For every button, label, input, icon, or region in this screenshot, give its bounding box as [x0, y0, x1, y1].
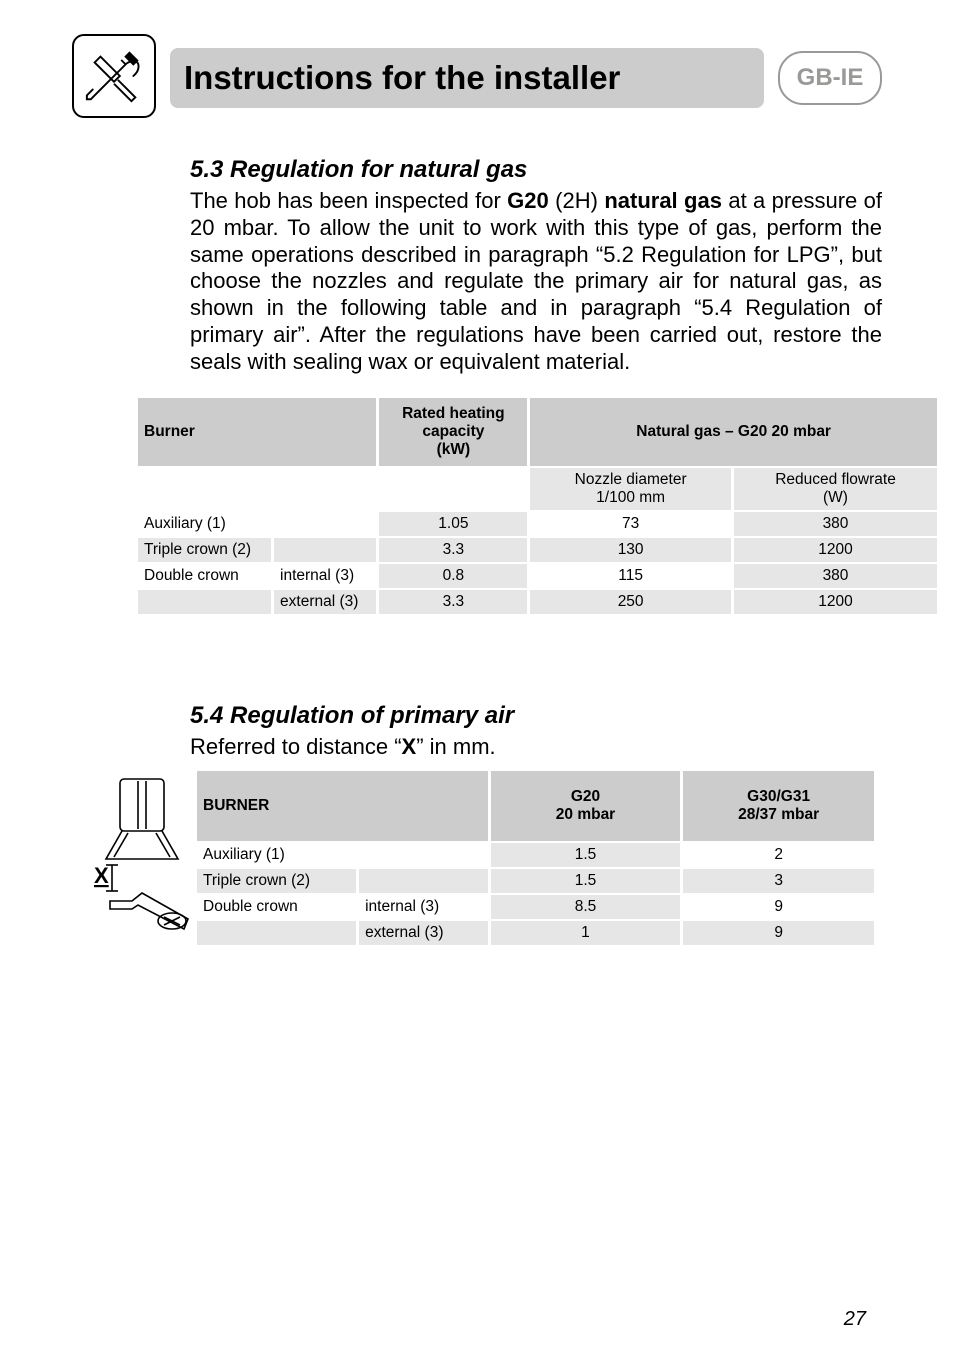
wrench-screwdriver-icon	[83, 45, 145, 107]
td2-dc-int: internal (3)	[358, 894, 490, 920]
header-row: Instructions for the installer GB-IE	[72, 38, 882, 118]
th2-burner: BURNER	[197, 771, 489, 842]
th-burner: Burner	[138, 398, 378, 467]
td-dc-ext-noz: 250	[529, 589, 733, 615]
td2-aux-sub	[358, 842, 490, 868]
td2-dc-ext: external (3)	[358, 920, 490, 946]
td2-tc-g20: 1.5	[489, 868, 682, 894]
td2-dc-int-g30: 9	[682, 894, 876, 920]
th-rated: Rated heating capacity (kW)	[378, 398, 529, 467]
section-5-3-para: The hob has been inspected for G20 (2H) …	[190, 188, 882, 376]
td-tc-burner: Triple crown (2)	[138, 537, 273, 563]
svg-text:X: X	[94, 863, 109, 888]
td2-dc-blank	[197, 920, 358, 946]
td-aux-sub	[273, 511, 378, 537]
burner-diagram-icon: X	[92, 773, 197, 937]
td-tc-flow: 1200	[733, 537, 939, 563]
td2-dc-ext-g30: 9	[682, 920, 876, 946]
td2-dc-int-g20: 8.5	[489, 894, 682, 920]
th-flow: Reduced flowrate (W)	[733, 467, 939, 511]
th-natgas: Natural gas – G20 20 mbar	[529, 398, 939, 467]
td-dc-int-kw: 0.8	[378, 563, 529, 589]
td-dc-ext-flow: 1200	[733, 589, 939, 615]
locale-badge: GB-IE	[778, 51, 882, 105]
section-5-4-title: 5.4 Regulation of primary air	[190, 702, 882, 730]
td-aux-kw: 1.05	[378, 511, 529, 537]
td2-dc: Double crown	[197, 894, 358, 920]
td-aux-noz: 73	[529, 511, 733, 537]
table-primary-air: BURNER G20 20 mbar G30/G31 28/37 mbar Au…	[197, 771, 877, 947]
td-tc-sub	[273, 537, 378, 563]
td2-tc: Triple crown (2)	[197, 868, 358, 894]
burner-diagram: X	[92, 771, 197, 947]
page-number: 27	[844, 1308, 866, 1331]
th2-g30: G30/G31 28/37 mbar	[682, 771, 876, 842]
td-dc-blank	[138, 589, 273, 615]
page-title: Instructions for the installer	[184, 59, 620, 97]
locale-badge-text: GB-IE	[797, 64, 864, 92]
td-dc-int: internal (3)	[273, 563, 378, 589]
th-nozzle: Nozzle diameter 1/100 mm	[529, 467, 733, 511]
td-aux-flow: 380	[733, 511, 939, 537]
td2-aux: Auxiliary (1)	[197, 842, 358, 868]
td-dc-int-flow: 380	[733, 563, 939, 589]
td2-aux-g20: 1.5	[489, 842, 682, 868]
section-5-3-title: 5.3 Regulation for natural gas	[190, 156, 882, 184]
td-tc-noz: 130	[529, 537, 733, 563]
td-dc-ext-kw: 3.3	[378, 589, 529, 615]
td2-aux-g30: 2	[682, 842, 876, 868]
td-aux-burner: Auxiliary (1)	[138, 511, 273, 537]
td-tc-kw: 3.3	[378, 537, 529, 563]
th2-g20: G20 20 mbar	[489, 771, 682, 842]
table-natural-gas: Burner Rated heating capacity (kW) Natur…	[138, 398, 940, 616]
section-5-4-sub: Referred to distance “X” in mm.	[190, 734, 882, 761]
page-title-bar: Instructions for the installer	[170, 48, 764, 108]
td2-dc-ext-g20: 1	[489, 920, 682, 946]
td-dc-ext: external (3)	[273, 589, 378, 615]
td2-tc-g30: 3	[682, 868, 876, 894]
td-dc-burner: Double crown	[138, 563, 273, 589]
tools-icon	[72, 34, 156, 118]
td2-tc-sub	[358, 868, 490, 894]
td-dc-int-noz: 115	[529, 563, 733, 589]
